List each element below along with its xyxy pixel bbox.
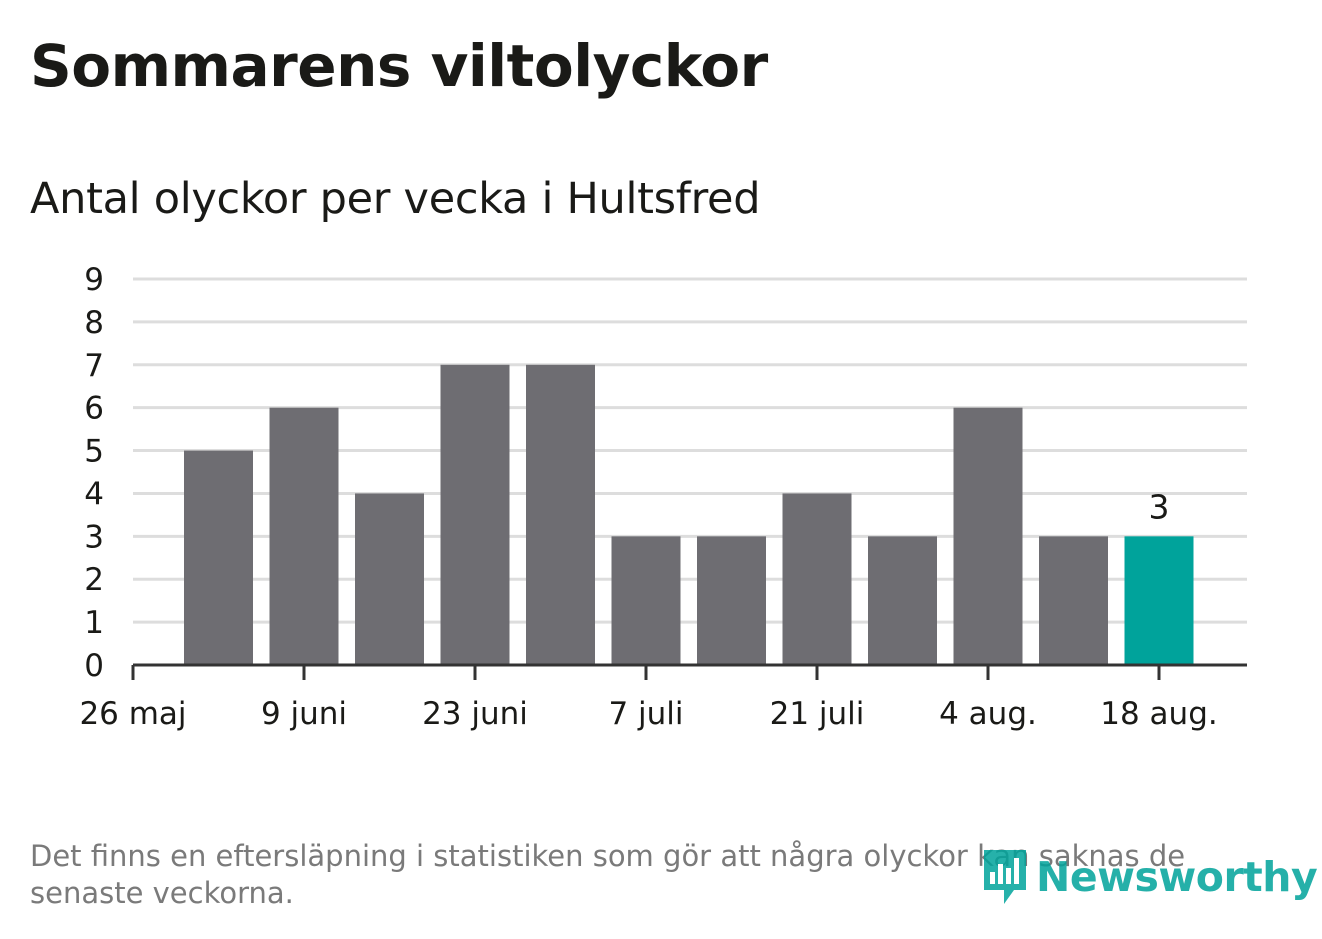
x-tick-label: 18 aug. <box>1100 696 1217 732</box>
y-tick-label: 4 <box>84 476 104 512</box>
bars <box>184 364 1194 665</box>
bar <box>611 536 681 665</box>
x-tick-label: 7 juli <box>608 696 683 732</box>
newsworthy-logo-icon <box>984 850 1026 904</box>
bar <box>953 407 1023 665</box>
y-tick-label: 0 <box>84 648 104 684</box>
bar-chart: 0 1 2 3 4 5 6 7 8 9 26 maj 9 juni 23 juni 7 juli 21 j… <box>79 262 1247 732</box>
bar <box>355 493 424 665</box>
y-tick-label: 9 <box>84 262 104 298</box>
y-tick-label: 8 <box>84 305 104 341</box>
bar <box>782 493 852 665</box>
y-tick-label: 5 <box>84 434 104 470</box>
x-axis <box>131 663 1247 680</box>
bar <box>868 536 937 665</box>
bar <box>440 364 510 665</box>
bar <box>526 364 595 665</box>
x-tick-label: 23 juni <box>422 696 528 732</box>
x-axis-tick-labels: 26 maj 9 juni 23 juni 7 juli 21 juli 4 aug. 18… <box>79 696 1217 732</box>
x-tick-label: 21 juli <box>770 696 865 732</box>
chart-title: Sommarens viltolyckor <box>30 32 768 100</box>
x-tick-label: 4 aug. <box>939 696 1037 732</box>
chart-subtitle: Antal olyckor per vecka i Hultsfred <box>30 174 761 224</box>
y-tick-label: 1 <box>84 605 104 641</box>
bar <box>269 407 339 665</box>
bar <box>184 450 253 665</box>
y-axis-tick-labels: 0 1 2 3 4 5 6 7 8 9 <box>84 262 104 684</box>
y-tick-label: 3 <box>84 519 104 555</box>
bar <box>1039 536 1108 665</box>
y-tick-label: 6 <box>84 391 104 427</box>
bar-value-label: 3 <box>1149 487 1170 526</box>
data-labels: 3 <box>1149 487 1170 526</box>
bar <box>697 536 766 665</box>
newsworthy-logo: Newsworthy <box>980 846 1318 908</box>
logo-text: Newsworthy <box>1036 853 1318 901</box>
y-tick-label: 2 <box>84 562 104 598</box>
x-tick-label: 9 juni <box>261 696 347 732</box>
x-tick-label: 26 maj <box>79 696 186 732</box>
y-tick-label: 7 <box>84 348 104 384</box>
bar-highlight <box>1124 536 1194 665</box>
